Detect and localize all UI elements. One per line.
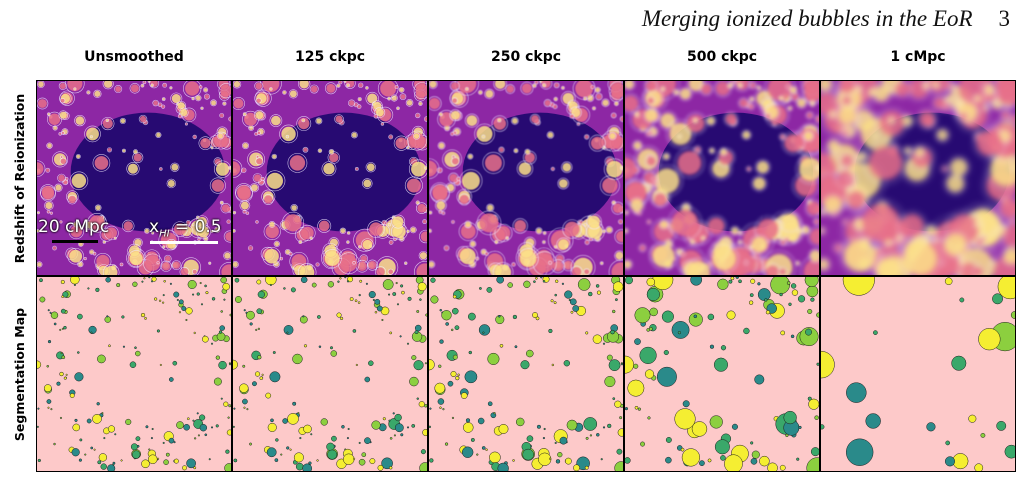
- column-title-250-ckpc: 250 ckpc: [490, 49, 562, 65]
- segmentation-panel-2: [232, 276, 428, 472]
- running-title: Merging ionized bubbles in the EoR: [641, 6, 973, 31]
- reionization-panel-4: [624, 80, 820, 276]
- row-title-redshift: Redshift of Reionization: [12, 93, 28, 263]
- scale-bar-label: 20 cMpc: [38, 217, 110, 237]
- scale-bar: [52, 240, 98, 243]
- column-title-1-cmpc: 1 cMpc: [890, 49, 946, 65]
- column-title-500-ckpc: 500 ckpc: [686, 49, 758, 65]
- segmentation-panel-5: [820, 276, 1016, 472]
- reionization-panel-2: [232, 80, 428, 276]
- column-title-unsmoothed: Unsmoothed: [84, 49, 184, 65]
- contour-legend-line: [150, 241, 218, 244]
- reionization-panel-1: [36, 80, 232, 276]
- column-title-125-ckpc: 125 ckpc: [294, 49, 366, 65]
- page-number: 3: [998, 6, 1011, 31]
- segmentation-panel-3: [428, 276, 624, 472]
- reionization-panel-5: [820, 80, 1016, 276]
- page-header: Merging ionized bubbles in the EoR 3: [642, 6, 1010, 32]
- reionization-panel-3: [428, 80, 624, 276]
- row-title-segmentation: Segmentation Map: [12, 307, 28, 441]
- contour-legend-label: xHI = 0.5: [149, 217, 222, 240]
- segmentation-panel-1: [36, 276, 232, 472]
- segmentation-panel-4: [624, 276, 820, 472]
